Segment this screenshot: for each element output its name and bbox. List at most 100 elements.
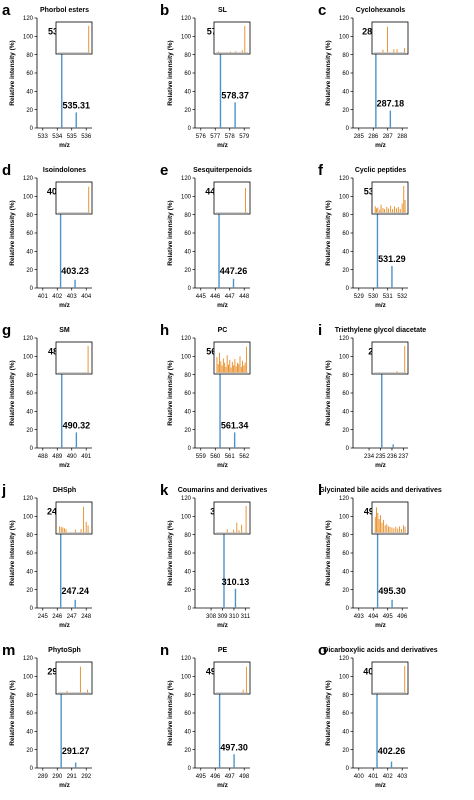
x-tick-label: 498 <box>239 774 250 780</box>
y-tick-label: 20 <box>184 428 191 434</box>
y-tick-label: 40 <box>26 410 33 416</box>
x-tick-label: 247 <box>67 614 78 620</box>
y-tick-label: 120 <box>23 336 34 342</box>
y-tick-label: 40 <box>26 90 33 96</box>
y-tick-label: 60 <box>26 71 33 77</box>
panel-title: Phorbol esters <box>40 7 89 14</box>
y-tick-label: 80 <box>342 373 349 379</box>
y-axis-label: Relative intensity (%) <box>167 520 174 585</box>
x-axis-label: m/z <box>375 782 387 789</box>
x-tick-label: 236 <box>387 454 398 460</box>
y-axis-label: Relative intensity (%) <box>325 200 332 265</box>
x-tick-label: 292 <box>81 774 92 780</box>
inset-box <box>55 181 93 215</box>
inset-box <box>213 21 251 55</box>
x-axis-label: m/z <box>375 142 387 149</box>
peak-label: 403.23 <box>61 266 89 276</box>
panel-b: b SL 0 20 40 60 80 100 120 576 577 578 579 m/z Relativ… <box>160 2 251 149</box>
y-tick-label: 40 <box>342 570 349 576</box>
peak-label: 497.30 <box>220 742 248 752</box>
x-tick-label: 497 <box>225 774 236 780</box>
x-tick-label: 285 <box>354 134 365 140</box>
y-tick-label: 20 <box>184 268 191 274</box>
y-tick-label: 100 <box>23 35 34 41</box>
y-axis-label: Relative intensity (%) <box>325 680 332 745</box>
y-tick-label: 120 <box>181 496 192 502</box>
y-tick-label: 100 <box>181 515 192 521</box>
panel-j: j DHSph 0 20 40 60 80 100 120 245 246 247 248 m/z Rela… <box>1 482 93 629</box>
y-tick-label: 0 <box>346 446 350 452</box>
x-tick-label: 311 <box>241 614 251 620</box>
panel-i: i Triethylene glycol diacetate 0 20 40 60 80 10… <box>318 322 426 469</box>
y-tick-label: 120 <box>339 16 350 22</box>
inset-box <box>213 661 251 695</box>
y-tick-label: 20 <box>26 588 33 594</box>
x-tick-label: 400 <box>354 774 365 780</box>
x-tick-label: 235 <box>375 454 386 460</box>
x-axis-label: m/z <box>375 622 387 629</box>
x-tick-label: 577 <box>210 134 221 140</box>
y-tick-label: 20 <box>342 268 349 274</box>
y-tick-label: 100 <box>23 515 34 521</box>
x-tick-label: 559 <box>196 454 207 460</box>
inset-box <box>55 21 93 55</box>
y-tick-label: 40 <box>184 90 191 96</box>
y-tick-label: 40 <box>342 90 349 96</box>
y-tick-label: 80 <box>26 373 33 379</box>
y-tick-label: 60 <box>184 71 191 77</box>
y-tick-label: 80 <box>184 693 191 699</box>
y-tick-label: 120 <box>339 496 350 502</box>
x-tick-label: 402 <box>52 294 63 300</box>
x-tick-label: 237 <box>398 454 409 460</box>
panel-letter: k <box>160 482 169 499</box>
y-tick-label: 20 <box>184 748 191 754</box>
peak-label: 447.26 <box>220 266 248 276</box>
y-tick-label: 0 <box>30 286 34 292</box>
y-tick-label: 100 <box>23 355 34 361</box>
x-tick-label: 288 <box>397 134 408 140</box>
x-tick-label: 448 <box>239 294 250 300</box>
x-tick-label: 445 <box>196 294 207 300</box>
x-tick-label: 291 <box>67 774 78 780</box>
panel-title: Cyclic peptides <box>355 167 406 174</box>
y-tick-label: 20 <box>26 108 33 114</box>
x-tick-label: 533 <box>38 134 49 140</box>
y-tick-label: 100 <box>339 195 350 201</box>
y-tick-label: 0 <box>346 606 350 612</box>
y-tick-label: 20 <box>342 588 349 594</box>
y-tick-label: 100 <box>23 675 34 681</box>
y-tick-label: 0 <box>346 286 350 292</box>
y-tick-label: 120 <box>23 496 34 502</box>
y-tick-label: 60 <box>342 71 349 77</box>
y-tick-label: 80 <box>342 533 349 539</box>
y-tick-label: 20 <box>342 108 349 114</box>
y-tick-label: 60 <box>342 551 349 557</box>
panel-letter: l <box>318 482 322 499</box>
y-tick-label: 60 <box>26 711 33 717</box>
x-tick-label: 495 <box>383 614 394 620</box>
y-axis-label: Relative intensity (%) <box>9 40 16 105</box>
y-tick-label: 20 <box>342 748 349 754</box>
y-tick-label: 120 <box>181 656 192 662</box>
x-tick-label: 529 <box>354 294 365 300</box>
x-tick-label: 309 <box>217 614 228 620</box>
y-tick-label: 120 <box>181 176 192 182</box>
x-tick-label: 535 <box>67 134 78 140</box>
panel-k: k Coumarins and derivatives 0 20 40 60 80 100 12… <box>160 482 267 629</box>
x-tick-label: 496 <box>397 614 408 620</box>
y-tick-label: 40 <box>184 570 191 576</box>
y-tick-label: 0 <box>346 126 350 132</box>
x-tick-label: 447 <box>225 294 236 300</box>
panel-title: Coumarins and derivatives <box>178 487 268 494</box>
x-tick-label: 562 <box>239 454 250 460</box>
y-axis-label: Relative intensity (%) <box>167 200 174 265</box>
y-tick-label: 100 <box>181 675 192 681</box>
inset-box <box>371 341 409 375</box>
x-tick-label: 286 <box>368 134 379 140</box>
panel-m: m PhytoSph 0 20 40 60 80 100 120 289 290 291 292 m/z R… <box>2 642 93 789</box>
y-axis-label: Relative intensity (%) <box>9 520 16 585</box>
x-axis-label: m/z <box>217 622 229 629</box>
y-tick-label: 60 <box>184 231 191 237</box>
